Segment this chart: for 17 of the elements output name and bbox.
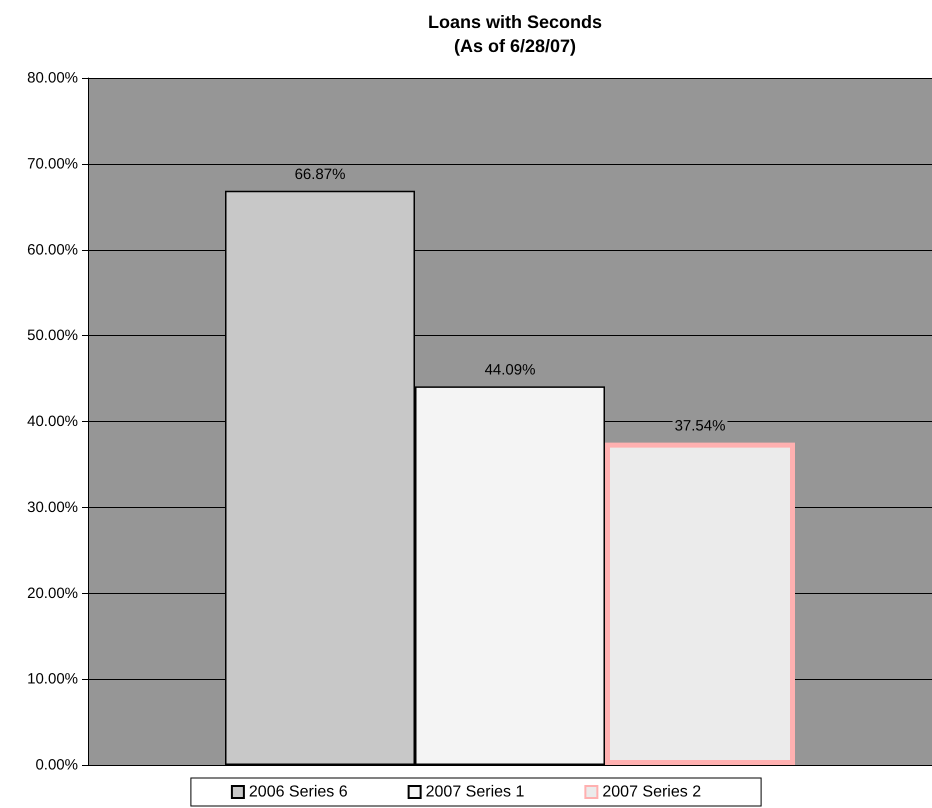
chart-title: Loans with Seconds [428, 12, 602, 32]
data-label: 44.09% [484, 361, 536, 378]
legend-label: 2007 Series 1 [426, 784, 524, 800]
legend-label: 2006 Series 6 [248, 784, 348, 800]
y-tick-label: 40.00% [27, 413, 78, 430]
data-label: 66.87% [294, 166, 346, 183]
legend-label: 2007 Series 2 [602, 784, 702, 800]
y-tick-label: 10.00% [27, 670, 78, 688]
y-tick-label: 20.00% [27, 584, 78, 602]
y-tick-label: 50.00% [27, 327, 78, 344]
chart-subtitle: (As of 6/28/07) [454, 36, 576, 56]
data-label: 37.54% [674, 418, 726, 435]
y-tick-label: 70.00% [27, 155, 78, 172]
y-tick-label: 0.00% [35, 756, 78, 774]
y-tick-label: 60.00% [27, 241, 78, 258]
y-tick-label: 80.00% [27, 70, 78, 86]
y-tick-label: 30.00% [27, 498, 78, 516]
